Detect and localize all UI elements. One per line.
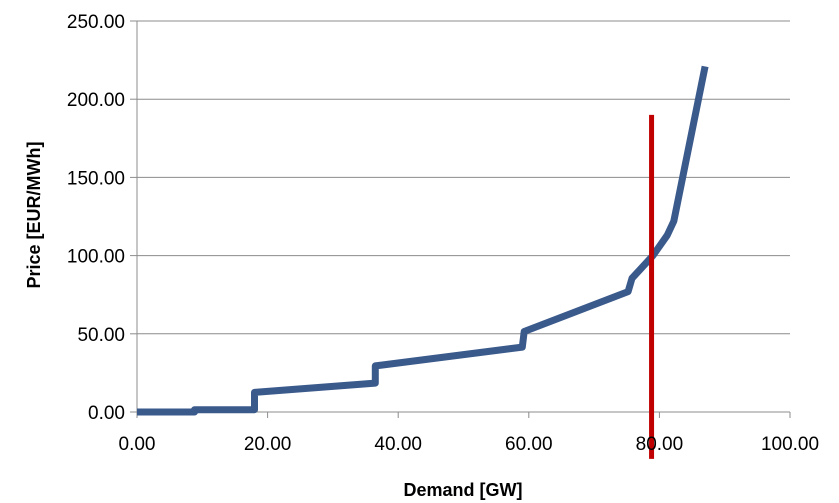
tick-labels: 0.00 50.00 100.00 150.00 200.00 250.00 0.00 20.… <box>67 12 819 455</box>
x-tick-label: 40.00 <box>374 434 422 455</box>
x-tick-label: 80.00 <box>636 434 684 455</box>
y-tick-label: 150.00 <box>67 168 125 189</box>
x-tick-label: 60.00 <box>505 434 553 455</box>
x-axis-title: Demand [GW] <box>404 480 523 500</box>
y-tick-label: 200.00 <box>67 90 125 111</box>
x-tick-label: 20.00 <box>244 434 292 455</box>
series-line <box>137 65 709 416</box>
series-layer <box>137 65 709 416</box>
y-tick-label: 250.00 <box>67 12 125 33</box>
y-axis-title: Price [EUR/MWh] <box>24 141 44 288</box>
y-tick-label: 100.00 <box>67 247 125 268</box>
x-tick-label: 0.00 <box>119 434 156 455</box>
x-tick-label: 100.00 <box>761 434 819 455</box>
y-tick-label: 50.00 <box>77 325 125 346</box>
y-tick-label: 0.00 <box>88 403 125 424</box>
